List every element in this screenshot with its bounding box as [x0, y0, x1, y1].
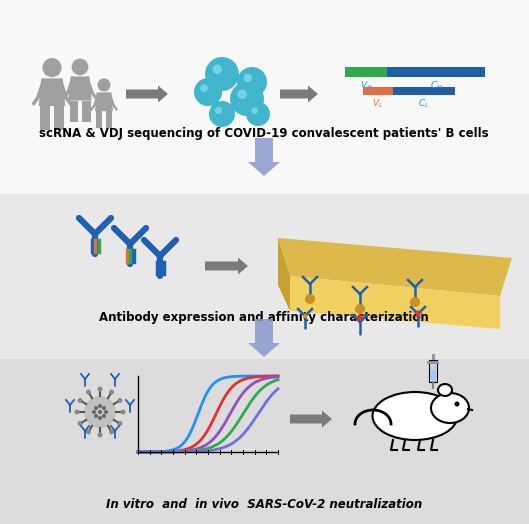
Text: $C_H$: $C_H$ [430, 79, 442, 92]
Circle shape [98, 410, 102, 414]
Bar [106, 111, 112, 128]
Circle shape [98, 404, 102, 408]
Polygon shape [39, 79, 65, 106]
Circle shape [230, 82, 264, 116]
Polygon shape [68, 77, 92, 101]
FancyArrow shape [280, 85, 318, 103]
Polygon shape [413, 309, 423, 318]
Circle shape [94, 406, 98, 410]
Bar [363, 87, 393, 95]
Bar [82, 101, 90, 122]
Circle shape [246, 102, 270, 126]
Circle shape [194, 78, 222, 106]
Polygon shape [278, 238, 512, 296]
Circle shape [94, 414, 98, 418]
Circle shape [86, 430, 91, 434]
Bar [69, 101, 78, 122]
Circle shape [355, 304, 365, 314]
Bar [0, 194, 529, 359]
Bar [432, 354, 434, 360]
Circle shape [251, 107, 258, 114]
FancyArrow shape [248, 138, 280, 176]
Circle shape [117, 421, 122, 426]
Circle shape [213, 64, 222, 74]
Text: Antibody expression and affinity characterization: Antibody expression and affinity charact… [99, 311, 429, 324]
Polygon shape [109, 95, 118, 111]
Polygon shape [95, 92, 113, 111]
Circle shape [97, 432, 103, 438]
Polygon shape [301, 312, 309, 319]
Bar [0, 359, 529, 524]
Polygon shape [32, 82, 45, 106]
Circle shape [75, 409, 79, 414]
Circle shape [121, 409, 125, 414]
Text: In vitro  and  in vivo  SARS-CoV-2 neutralization: In vitro and in vivo SARS-CoV-2 neutrali… [106, 498, 422, 511]
Bar [40, 106, 50, 130]
Text: scRNA & VDJ sequencing of COVID-19 convalescent patients' B cells: scRNA & VDJ sequencing of COVID-19 conva… [39, 127, 489, 140]
Circle shape [209, 101, 235, 127]
Circle shape [102, 406, 106, 410]
Bar [430, 370, 436, 380]
Circle shape [237, 67, 267, 97]
Circle shape [205, 57, 239, 91]
Circle shape [243, 73, 252, 82]
Bar [387, 67, 485, 77]
FancyArrow shape [248, 319, 280, 357]
Polygon shape [278, 238, 290, 311]
Bar [393, 87, 455, 95]
Circle shape [454, 401, 460, 407]
Circle shape [42, 58, 61, 77]
Circle shape [98, 416, 102, 420]
Circle shape [86, 389, 91, 395]
Circle shape [104, 410, 108, 414]
Circle shape [97, 387, 103, 391]
Bar [0, 0, 529, 194]
Polygon shape [90, 95, 99, 111]
Polygon shape [62, 80, 74, 101]
Text: $C_L$: $C_L$ [418, 97, 430, 110]
Circle shape [71, 59, 88, 75]
Bar [345, 67, 387, 77]
Circle shape [200, 84, 208, 92]
Bar [429, 360, 437, 382]
Polygon shape [59, 82, 72, 106]
Bar [96, 111, 102, 128]
Circle shape [84, 396, 116, 428]
Circle shape [102, 414, 106, 418]
Circle shape [97, 79, 111, 92]
Circle shape [109, 430, 114, 434]
Bar [427, 361, 439, 364]
Circle shape [92, 410, 96, 414]
Circle shape [410, 297, 420, 307]
Polygon shape [86, 80, 98, 101]
Circle shape [238, 90, 247, 99]
FancyArrow shape [290, 410, 332, 428]
Polygon shape [290, 276, 500, 329]
Circle shape [78, 421, 83, 426]
Polygon shape [355, 313, 365, 322]
Ellipse shape [438, 384, 452, 396]
Circle shape [305, 294, 315, 304]
Bar [54, 106, 64, 130]
FancyArrow shape [205, 257, 248, 275]
Text: $V_L$: $V_L$ [372, 97, 384, 110]
Circle shape [109, 389, 114, 395]
Circle shape [215, 107, 222, 114]
Text: $V_H$: $V_H$ [360, 79, 372, 92]
Ellipse shape [431, 393, 469, 423]
FancyArrow shape [126, 85, 168, 103]
Circle shape [117, 398, 122, 403]
Ellipse shape [372, 392, 458, 440]
Circle shape [78, 398, 83, 403]
